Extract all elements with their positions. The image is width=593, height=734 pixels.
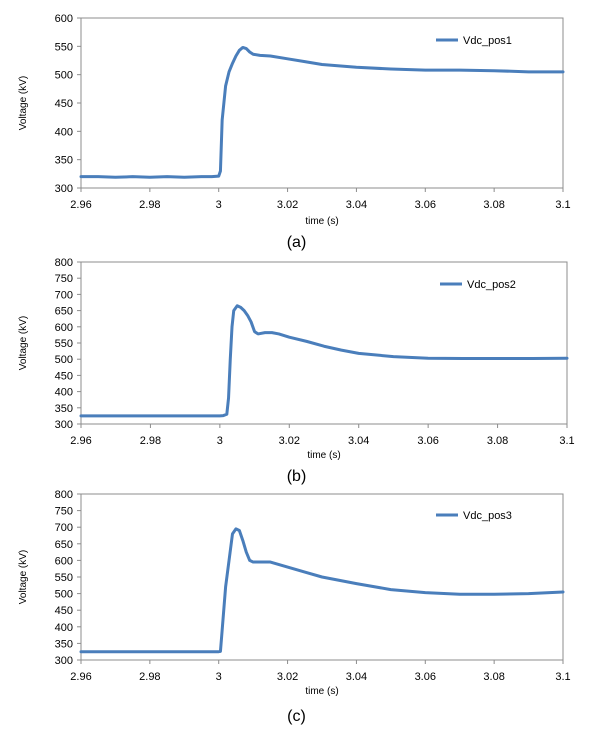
legend-label-c: Vdc_pos3 [463,510,512,522]
chart-panel-a: 300 350 400 450 500 550 600 2.96 2.98 3 3.02 3.04 3.… [0,0,593,251]
x-tick-label-c: 3.08 [483,671,504,683]
line-chart-b: 300 350 400 450 500 550 600 650 700 750 800 2.96 2.9… [18,257,575,461]
y-axis-title-c: Voltage (kV) [18,550,29,604]
y-tick-label-a: 300 [55,183,73,195]
x-tick-label-b: 3.08 [487,435,508,447]
x-tick-label-c: 2.98 [139,671,160,683]
x-tick-label-c: 3.04 [346,671,367,683]
y-tick-label-b: 450 [55,370,73,382]
legend-label-a: Vdc_pos1 [463,35,512,47]
y-tick-label-b: 750 [55,273,73,285]
x-tick-label-b: 3.06 [417,435,438,447]
x-tick-label-a: 3.1 [555,199,570,211]
y-tick-label-c: 550 [55,572,73,584]
y-tick-label-b: 650 [55,306,73,318]
x-tick-label-a: 3.08 [483,199,504,211]
y-tick-label-a: 600 [55,13,73,25]
y-axis-title-b: Voltage (kV) [18,316,29,370]
y-tick-label-a: 500 [55,70,73,82]
x-axis-title-b: time (s) [307,450,340,461]
y-tick-label-c: 400 [55,622,73,634]
x-tick-label-b: 3.02 [279,435,300,447]
y-tick-label-a: 400 [55,126,73,138]
x-tick-label-b: 2.98 [140,435,161,447]
panel-caption-c: (c) [287,708,306,725]
x-tick-label-a: 3 [216,199,222,211]
y-tick-label-c: 300 [55,655,73,667]
x-axis-title-c: time (s) [305,686,338,697]
x-axis-title-a: time (s) [305,216,338,227]
y-tick-label-a: 450 [55,98,73,110]
y-tick-label-b: 500 [55,354,73,366]
y-tick-label-c: 600 [55,555,73,567]
x-tick-label-c: 3.1 [555,671,570,683]
x-tick-label-c: 2.96 [70,671,91,683]
legend-label-b: Vdc_pos2 [467,279,516,291]
y-tick-label-c: 700 [55,522,73,534]
line-chart-c: 300 350 400 450 500 550 600 650 700 750 800 2.96 2.9… [18,489,571,697]
line-chart-a: 300 350 400 450 500 550 600 2.96 2.98 3 3.02 3.04 3.… [18,13,571,227]
x-tick-label-a: 3.06 [415,199,436,211]
y-tick-label-c: 750 [55,506,73,518]
y-tick-label-b: 800 [55,257,73,269]
y-tick-label-a: 550 [55,41,73,53]
y-tick-label-a: 350 [55,155,73,167]
y-tick-label-c: 350 [55,638,73,650]
x-tick-label-b: 3.04 [348,435,369,447]
x-tick-label-a: 2.96 [70,199,91,211]
y-tick-label-c: 500 [55,589,73,601]
y-tick-label-c: 450 [55,605,73,617]
y-tick-label-b: 600 [55,322,73,334]
series-line-c [79,527,565,654]
y-tick-label-b: 350 [55,403,73,415]
x-tick-label-b: 3.1 [559,435,574,447]
x-tick-label-b: 3 [217,435,223,447]
chart-panel-b: 300 350 400 450 500 550 600 650 700 750 800 2.96 2.9… [0,248,593,485]
y-tick-label-c: 650 [55,539,73,551]
y-axis-title-a: Voltage (kV) [18,76,29,130]
series-line-a [79,45,565,179]
x-tick-label-c: 3.02 [277,671,298,683]
y-tick-label-b: 550 [55,338,73,350]
y-tick-label-b: 300 [55,419,73,431]
x-tick-label-a: 3.02 [277,199,298,211]
y-tick-label-b: 700 [55,289,73,301]
x-tick-label-c: 3 [216,671,222,683]
chart-panel-c: 300 350 400 450 500 550 600 650 700 750 800 2.96 2.9… [0,482,593,734]
x-tick-label-a: 3.04 [346,199,367,211]
series-line-b [79,304,569,418]
y-tick-label-c: 800 [55,489,73,501]
y-tick-label-b: 400 [55,387,73,399]
panel-caption-a: (a) [286,234,307,251]
x-tick-label-a: 2.98 [139,199,160,211]
panel-caption-b: (b) [286,468,307,485]
x-tick-label-b: 2.96 [70,435,91,447]
x-tick-label-c: 3.06 [415,671,436,683]
